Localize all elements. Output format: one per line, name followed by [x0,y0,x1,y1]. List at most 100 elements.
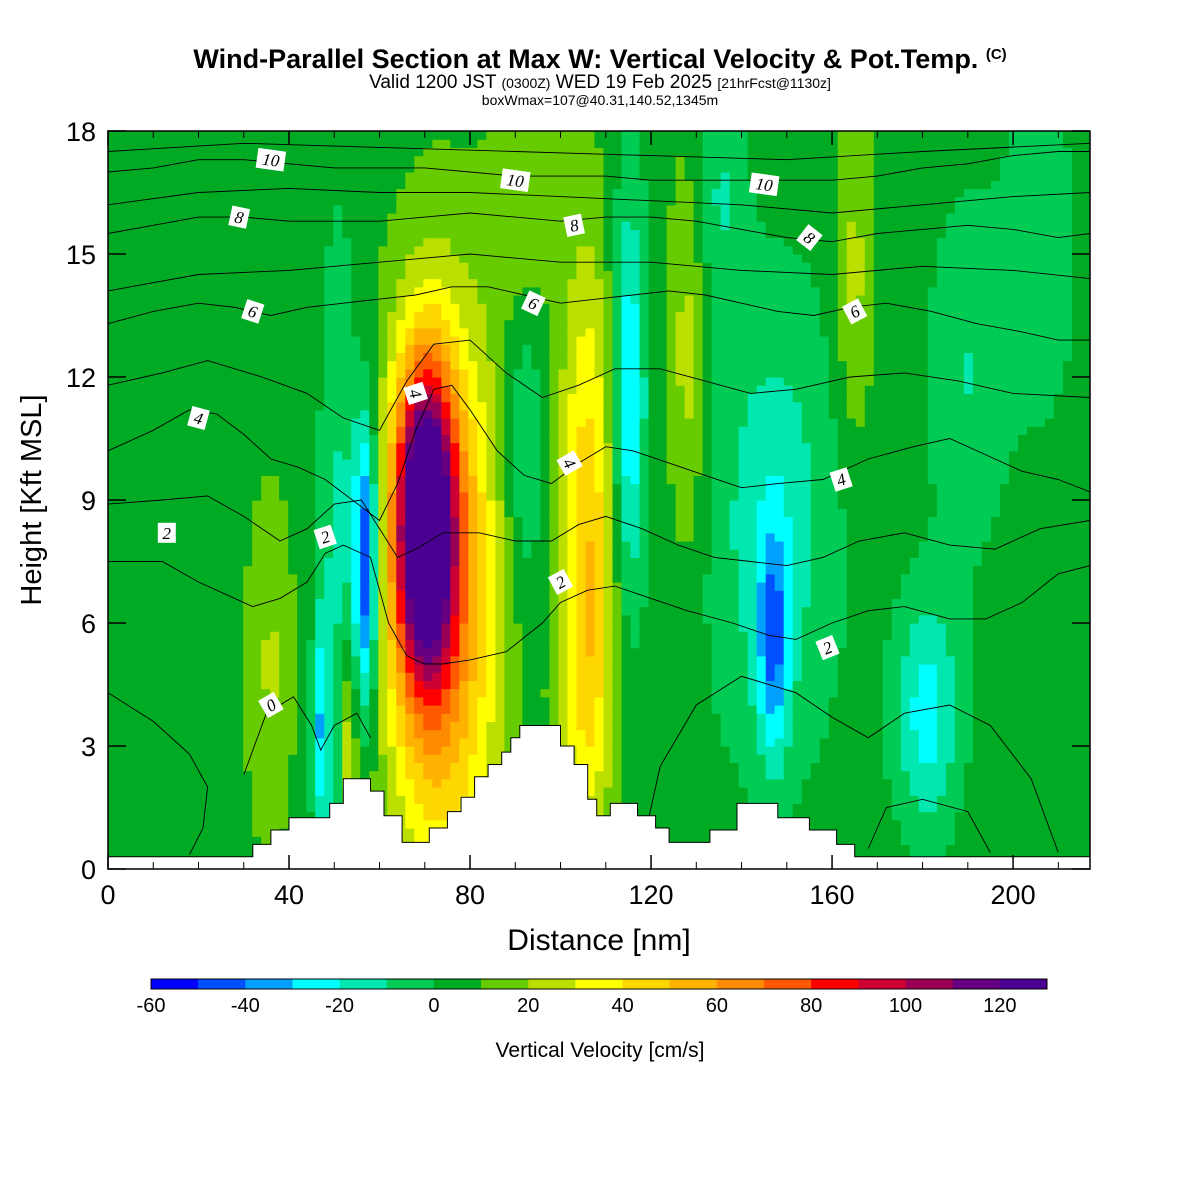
w-cell [594,664,605,673]
w-cell [405,811,415,821]
w-cell [108,696,118,706]
w-cell [603,664,614,673]
w-cell [855,811,866,821]
w-cell [774,541,785,550]
w-cell [126,819,136,829]
w-cell [288,746,298,755]
w-cell [549,696,560,706]
w-cell [144,524,154,534]
w-cell [900,680,911,690]
w-cell [990,770,1001,780]
w-cell [684,614,695,624]
w-cell [738,557,749,567]
w-cell [990,524,1001,534]
w-cell [306,762,316,772]
w-cell [234,844,244,854]
w-cell [360,549,370,558]
w-cell [468,500,478,509]
w-cell [405,516,415,526]
w-cell [567,565,578,575]
w-cell [864,573,875,583]
w-cell [963,705,974,714]
w-cell [306,713,316,722]
w-cell [810,491,821,501]
w-cell [990,795,1001,804]
w-cell [405,778,415,788]
w-cell [198,811,208,821]
w-cell [153,836,163,845]
w-cell [450,606,460,616]
w-cell [378,541,388,550]
w-cell [1080,524,1090,534]
w-cell [594,549,605,558]
w-cell [810,819,821,829]
w-cell [783,590,794,599]
w-cell [747,795,758,804]
w-cell [621,491,632,501]
w-cell [333,729,343,739]
w-cell [1017,713,1028,722]
w-cell [288,647,298,657]
w-cell [729,532,740,542]
w-cell [441,787,451,796]
w-cell [450,614,460,624]
w-cell [1053,844,1064,854]
velocity-field [108,131,1090,869]
w-cell [126,696,136,706]
w-cell [810,598,821,608]
w-cell [216,549,226,558]
w-cell [819,795,830,804]
w-cell [135,746,145,755]
w-cell [261,508,271,517]
w-cell [603,541,614,550]
w-cell [126,541,136,550]
w-cell [423,828,433,837]
w-cell [333,532,343,542]
w-cell [954,532,965,542]
w-cell [441,573,451,583]
w-cell [711,778,722,788]
w-cell [369,582,379,591]
w-cell [243,524,253,534]
w-cell [999,623,1010,632]
w-cell [558,713,569,722]
w-cell [1053,754,1064,763]
w-cell [270,549,280,558]
w-cell [918,737,929,747]
w-cell [819,614,830,624]
w-cell [846,623,857,632]
w-cell [126,746,136,755]
w-cell [279,819,289,829]
w-cell [603,754,614,763]
w-cell [756,590,767,599]
w-cell [333,573,343,583]
w-cell [351,696,361,706]
w-cell [882,549,893,558]
w-cell [666,532,677,542]
w-cell [702,688,713,698]
w-cell [684,836,695,845]
w-cell [909,524,920,534]
w-cell [774,508,785,517]
w-cell [405,655,415,665]
w-cell [189,549,199,558]
w-cell [144,590,154,599]
w-cell [1062,549,1073,558]
w-cell [414,631,424,640]
w-cell [1053,524,1064,534]
w-cell [864,819,875,829]
w-cell [180,828,190,837]
w-cell [702,795,713,804]
w-cell [108,664,118,673]
w-cell [126,598,136,608]
w-cell [918,524,929,534]
w-cell [108,762,118,772]
w-cell [216,688,226,698]
w-cell [162,565,172,575]
w-cell [882,729,893,739]
w-cell [1071,746,1082,755]
w-cell [954,541,965,550]
w-cell [828,795,839,804]
w-cell [540,713,551,722]
w-cell [864,524,875,534]
